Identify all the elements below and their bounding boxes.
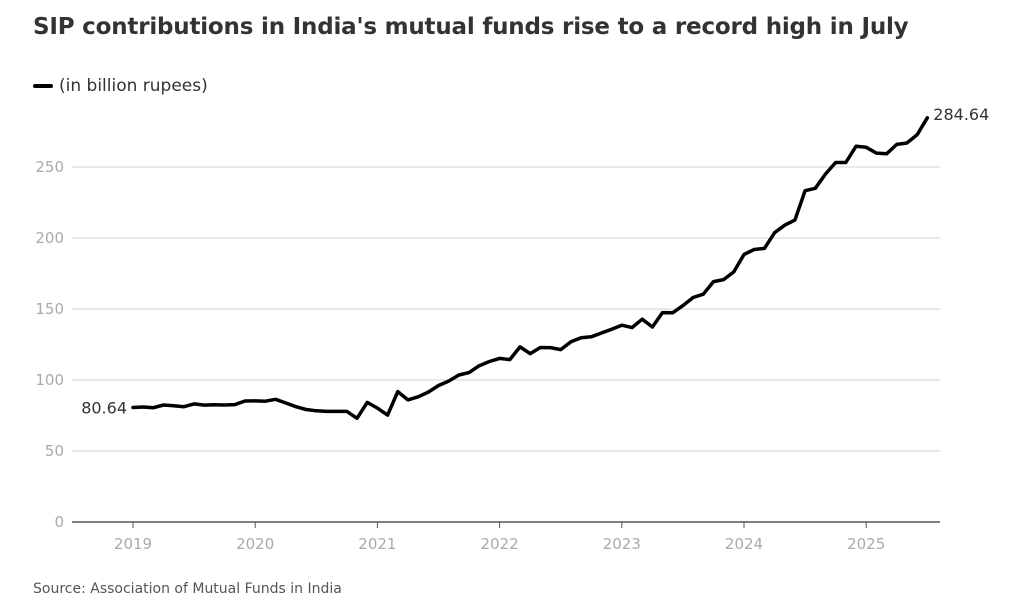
end-value-label: 284.64	[933, 105, 989, 124]
y-tick-label: 250	[35, 158, 64, 176]
start-value-label: 80.64	[81, 398, 127, 417]
x-tick-labels: 2019 2020 2021 2022 2023 2024 2025	[114, 522, 885, 553]
chart-title: SIP contributions in India's mutual fund…	[33, 14, 909, 40]
x-tick-label: 2025	[847, 535, 885, 553]
source-note: Source: Association of Mutual Funds in I…	[33, 581, 342, 597]
series-group	[131, 116, 930, 421]
y-tick-label: 50	[45, 442, 64, 460]
series-line	[131, 116, 930, 421]
y-tick-label: 100	[35, 371, 64, 389]
y-tick-label: 200	[35, 229, 64, 247]
legend-swatch	[33, 84, 53, 88]
x-tick-label: 2019	[114, 535, 152, 553]
y-tick-label: 0	[54, 513, 64, 531]
x-tick-label: 2022	[481, 535, 519, 553]
legend: (in billion rupees)	[33, 76, 208, 96]
legend-label: (in billion rupees)	[59, 76, 208, 96]
y-tick-label: 150	[35, 300, 64, 318]
x-tick-label: 2023	[603, 535, 641, 553]
end-labels: 80.64 284.64	[81, 105, 989, 418]
x-tick-label: 2021	[358, 535, 396, 553]
gridlines	[72, 166, 940, 523]
y-tick-labels: 0 50 100 150 200 250	[35, 158, 64, 531]
x-tick-label: 2020	[236, 535, 274, 553]
x-tick-label: 2024	[725, 535, 763, 553]
